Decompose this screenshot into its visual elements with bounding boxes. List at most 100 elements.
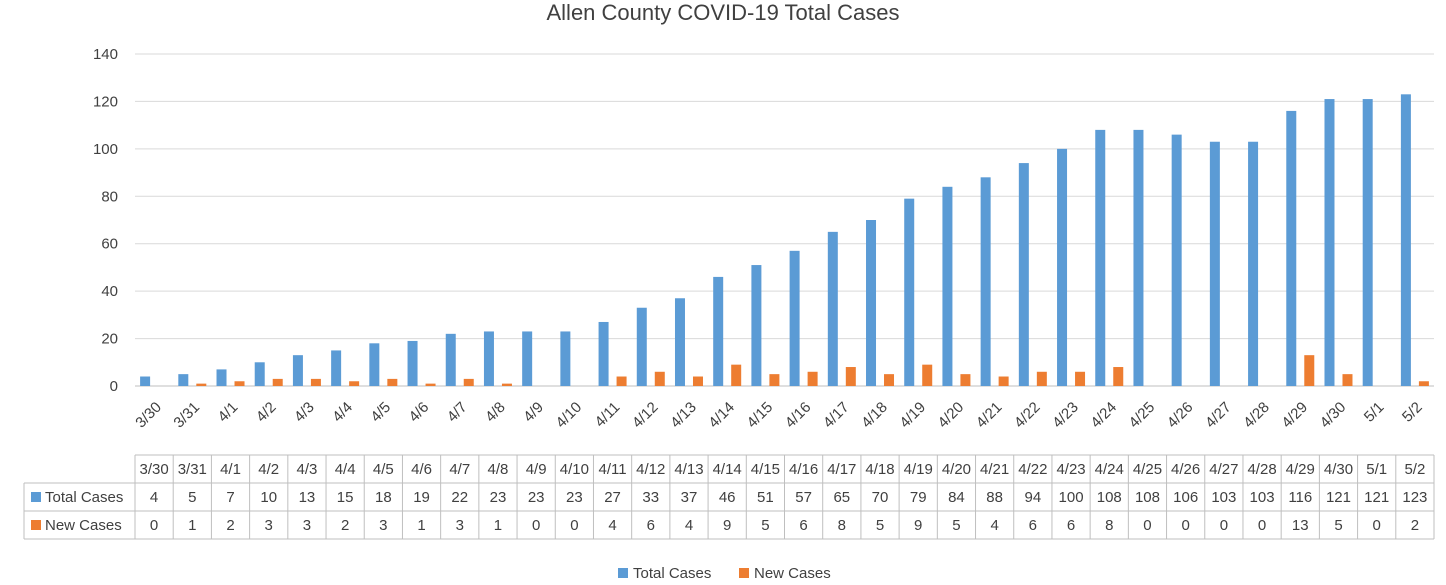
table-cell-new-cases: 2: [341, 517, 349, 534]
table-cell-total-cases: 51: [757, 489, 774, 506]
table-cell-new-cases: 5: [876, 517, 884, 534]
bar-new-cases: [616, 376, 627, 386]
table-header-cell: 4/5: [373, 461, 394, 478]
x-tick-label: 4/8: [482, 399, 509, 426]
table-header-cell: 4/16: [789, 461, 818, 478]
table-header-cell: 4/6: [411, 461, 432, 478]
table-header-cell: 4/3: [296, 461, 317, 478]
bars: [140, 94, 1429, 387]
y-axis: 0 20 40 60 80 100 120 140: [93, 46, 118, 395]
y-tick-label: 60: [101, 236, 118, 253]
x-tick-label: 4/12: [629, 399, 662, 432]
table-header-cell: 4/22: [1018, 461, 1047, 478]
bar-new-cases: [425, 383, 436, 386]
table-cell-new-cases: 8: [1105, 517, 1113, 534]
bar-total-cases: [751, 265, 762, 386]
table-header-cell: 4/21: [980, 461, 1009, 478]
table-cell-total-cases: 116: [1288, 489, 1312, 506]
legend: Total Cases New Cases: [618, 565, 831, 582]
bar-total-cases: [942, 186, 953, 386]
bar-new-cases: [501, 383, 512, 386]
table-header-cell: 4/4: [335, 461, 356, 478]
table-header-cell: 5/1: [1366, 461, 1387, 478]
y-tick-label: 0: [110, 378, 118, 395]
table-cell-new-cases: 4: [990, 517, 998, 534]
table-cell-total-cases: 79: [910, 489, 927, 506]
bar-total-cases: [1324, 99, 1335, 387]
table-cell-new-cases: 1: [494, 517, 502, 534]
bar-new-cases: [349, 381, 360, 386]
table-header-cell: 4/24: [1095, 461, 1124, 478]
table-header-cell: 4/12: [636, 461, 665, 478]
bar-total-cases: [483, 331, 494, 386]
table-header-cell: 4/28: [1247, 461, 1276, 478]
table-cell-new-cases: 5: [1334, 517, 1342, 534]
table-cell-new-cases: 4: [608, 517, 616, 534]
chart-title: Allen County COVID-19 Total Cases: [547, 0, 900, 25]
table-cell-new-cases: 1: [188, 517, 196, 534]
table-cell-total-cases: 94: [1024, 489, 1041, 506]
x-tick-label: 4/11: [592, 399, 624, 431]
table-cell-new-cases: 3: [265, 517, 273, 534]
table-cell-total-cases: 4: [150, 489, 158, 506]
table-header-cell: 4/19: [904, 461, 933, 478]
bar-new-cases: [196, 383, 207, 386]
table-header-cell: 4/29: [1286, 461, 1315, 478]
table-cell-total-cases: 121: [1364, 489, 1389, 506]
x-tick-label: 4/15: [744, 399, 777, 432]
table-cell-total-cases: 106: [1173, 489, 1198, 506]
bar-total-cases: [522, 331, 533, 386]
x-tick-label: 4/9: [520, 399, 547, 426]
table-cell-new-cases: 0: [570, 517, 578, 534]
table-header-cell: 4/10: [560, 461, 589, 478]
table-header-cell: 5/2: [1404, 461, 1425, 478]
table-cell-new-cases: 2: [226, 517, 234, 534]
table-cell-total-cases: 23: [490, 489, 507, 506]
legend-key-new-cases: [739, 568, 749, 578]
x-tick-label: 4/28: [1240, 399, 1273, 432]
table-cell-total-cases: 33: [642, 489, 659, 506]
bar-new-cases: [387, 378, 398, 386]
table-row-label: Total Cases: [45, 489, 123, 506]
table-header-cell: 4/20: [942, 461, 971, 478]
x-tick-label: 4/18: [858, 399, 891, 432]
table-cell-new-cases: 0: [1220, 517, 1228, 534]
table-cell-new-cases: 3: [379, 517, 387, 534]
x-tick-label: 4/21: [973, 399, 1006, 432]
table-header-cell: 4/25: [1133, 461, 1162, 478]
x-tick-label: 4/29: [1278, 399, 1311, 432]
bar-total-cases: [866, 220, 877, 386]
bar-total-cases: [292, 355, 303, 386]
bar-new-cases: [731, 364, 742, 386]
table-cell-new-cases: 9: [914, 517, 922, 534]
x-tick-label: 4/13: [667, 399, 700, 432]
table-cell-total-cases: 103: [1250, 489, 1275, 506]
table-cell-total-cases: 100: [1059, 489, 1084, 506]
bar-total-cases: [1057, 148, 1068, 386]
y-tick-label: 80: [101, 188, 118, 205]
x-tick-label: 4/19: [896, 399, 929, 432]
table-cell-total-cases: 123: [1402, 489, 1427, 506]
table-cell-new-cases: 0: [1181, 517, 1189, 534]
bar-total-cases: [980, 177, 991, 386]
bar-new-cases: [1113, 367, 1124, 386]
bar-new-cases: [1342, 374, 1353, 386]
bar-new-cases: [922, 364, 933, 386]
table-cell-total-cases: 108: [1097, 489, 1122, 506]
x-tick-label: 4/6: [406, 399, 433, 426]
table-cell-new-cases: 9: [723, 517, 731, 534]
table-cell-total-cases: 103: [1211, 489, 1236, 506]
table-cell-total-cases: 84: [948, 489, 965, 506]
bar-new-cases: [1304, 355, 1315, 386]
table-header-cell: 4/18: [865, 461, 894, 478]
table-cell-total-cases: 10: [260, 489, 277, 506]
table-cell-new-cases: 3: [456, 517, 464, 534]
table-cell-new-cases: 6: [647, 517, 655, 534]
x-axis: 3/30 3/31 4/1 4/2 4/3 4/4 4/5 4/6 4/7 4/8 4/9 4/10 4…: [132, 399, 1425, 432]
bar-total-cases: [1095, 129, 1106, 386]
bar-total-cases: [1286, 110, 1297, 387]
x-tick-label: 4/14: [705, 399, 738, 432]
table-cell-total-cases: 65: [833, 489, 850, 506]
table-header-cell: 4/26: [1171, 461, 1200, 478]
